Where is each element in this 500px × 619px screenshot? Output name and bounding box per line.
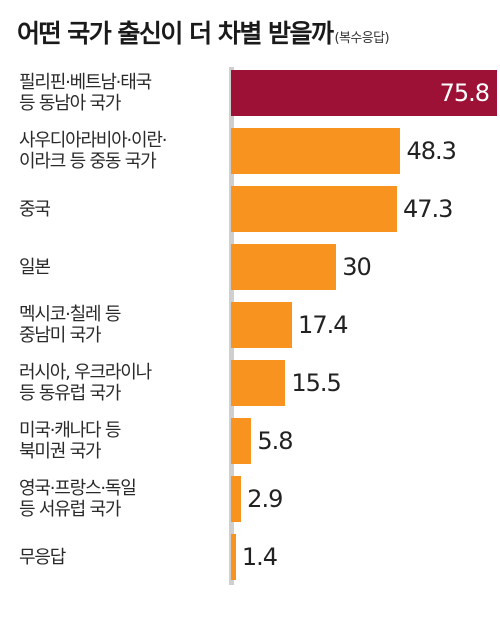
chart-row: 러시아, 우크라이나 등 동유럽 국가 15.5: [0, 360, 500, 406]
category-label-line: 등 동유럽 국가: [19, 383, 121, 404]
chart-row: 무응답 1.4: [0, 534, 500, 580]
category-label: 일본: [19, 257, 229, 278]
category-label-line: 일본: [19, 257, 51, 278]
chart-row: 필리핀·베트남·태국 등 동남아 국가 75.8: [0, 70, 500, 116]
category-label-line: 이라크 등 중동 국가: [19, 151, 157, 172]
bar: [231, 534, 236, 580]
chart-row: 중국 47.3: [0, 186, 500, 232]
chart-row: 사우디아라비아·이란· 이라크 등 중동 국가 48.3: [0, 128, 500, 174]
chart-row: 미국·캐나다 등 북미권 국가 5.8: [0, 418, 500, 464]
chart-row: 멕시코·칠레 등 중남미 국가 17.4: [0, 302, 500, 348]
title-row: 어떤 국가 출신이 더 차별 받을까 (복수응답): [17, 14, 390, 50]
category-label: 무응답: [19, 547, 229, 568]
category-label-line: 필리핀·베트남·태국: [19, 72, 152, 93]
chart-row: 일본 30: [0, 244, 500, 290]
bar: [231, 418, 252, 464]
bar: [231, 302, 293, 348]
category-label-line: 러시아, 우크라이나: [19, 362, 152, 383]
value-label: 30: [342, 253, 372, 281]
category-label-line: 중남미 국가: [19, 325, 102, 346]
category-label-line: 북미권 국가: [19, 441, 102, 462]
chart-subtitle: (복수응답): [334, 31, 390, 46]
category-label: 미국·캐나다 등 북미권 국가: [19, 420, 229, 462]
value-label: 1.4: [241, 543, 278, 571]
chart-row: 영국·프랑스·독일 등 서유럽 국가 2.9: [0, 476, 500, 522]
bar: [231, 476, 242, 522]
category-label-line: 등 서유럽 국가: [19, 499, 121, 520]
category-label: 필리핀·베트남·태국 등 동남아 국가: [19, 72, 229, 114]
category-label-line: 멕시코·칠레 등: [19, 304, 121, 325]
category-label: 중국: [19, 199, 229, 220]
value-label: 47.3: [402, 195, 453, 223]
category-label: 영국·프랑스·독일 등 서유럽 국가: [19, 478, 229, 520]
bar-highlighted: [231, 70, 497, 116]
category-label-line: 사우디아라비아·이란·: [19, 130, 167, 151]
value-label: 5.8: [257, 427, 293, 455]
category-label-line: 중국: [19, 199, 51, 220]
bar: [231, 244, 337, 290]
bar: [231, 360, 286, 406]
bar: [231, 128, 401, 174]
value-label: 2.9: [247, 485, 283, 513]
category-label-line: 미국·캐나다 등: [19, 420, 121, 441]
value-label: 17.4: [298, 311, 348, 339]
category-label-line: 영국·프랑스·독일: [19, 478, 137, 499]
bar: [231, 186, 397, 232]
category-label: 멕시코·칠레 등 중남미 국가: [19, 304, 229, 346]
category-label: 러시아, 우크라이나 등 동유럽 국가: [19, 362, 229, 404]
value-label: 15.5: [291, 369, 341, 397]
value-label: 48.3: [406, 137, 456, 165]
category-label: 사우디아라비아·이란· 이라크 등 중동 국가: [19, 130, 229, 172]
chart-title: 어떤 국가 출신이 더 차별 받을까: [17, 19, 334, 48]
category-label-line: 등 동남아 국가: [19, 93, 121, 114]
category-label-line: 무응답: [19, 547, 66, 568]
value-label: 75.8: [439, 79, 490, 107]
